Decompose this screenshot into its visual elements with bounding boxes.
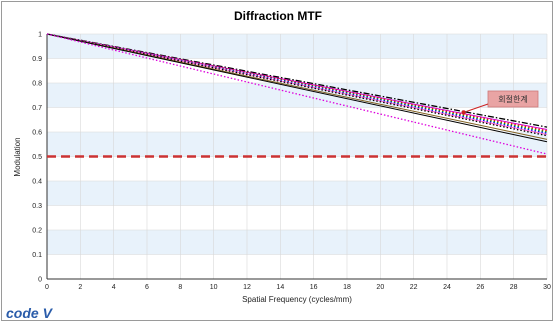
y-tick-label: 0.8 [32, 81, 42, 88]
x-tick-label: 14 [276, 284, 284, 291]
y-tick-label: 0 [38, 277, 42, 284]
background-band [47, 132, 547, 157]
y-tick-label: 0.4 [32, 179, 42, 186]
x-tick-label: 2 [78, 284, 82, 291]
x-tick-labels: 0 2 4 6 8 10 12 14 16 18 20 22 24 26 28 30 [45, 284, 551, 291]
annotation-arrow-line [466, 103, 489, 112]
background-bands [47, 34, 547, 255]
y-tick-label: 1 [38, 32, 42, 39]
logo-text: code V [6, 305, 54, 321]
y-tick-label: 0.1 [32, 252, 42, 259]
annotation-arrow-head [461, 110, 466, 115]
x-tick-label: 10 [210, 284, 218, 291]
x-tick-label: 24 [443, 284, 451, 291]
annotation-box [487, 90, 539, 108]
y-axis-label: Modulation [13, 137, 22, 176]
x-tick-label: 4 [112, 284, 116, 291]
series-line [46, 33, 548, 143]
y-tick-label: 0.2 [32, 228, 42, 235]
background-band [47, 230, 547, 255]
y-tick-label: 0.7 [32, 105, 42, 112]
y-tick-label: 0.5 [32, 154, 42, 161]
x-tick-label: 28 [510, 284, 518, 291]
y-tick-label: 0.9 [32, 56, 42, 63]
x-axis-label: Spatial Frequency (cycles/mm) [242, 295, 352, 304]
x-tick-label: 8 [178, 284, 182, 291]
background-band [47, 34, 547, 59]
x-tick-label: 26 [476, 284, 484, 291]
x-tick-label: 18 [343, 284, 351, 291]
x-tick-label: 16 [310, 284, 318, 291]
codev-logo: code V [6, 305, 54, 321]
y-tick-labels: 0 0.1 0.2 0.3 0.4 0.5 0.6 0.7 0.8 0.9 1 [32, 32, 42, 284]
x-tick-label: 6 [145, 284, 149, 291]
y-tick-label: 0.6 [32, 130, 42, 137]
x-tick-label: 30 [543, 284, 551, 291]
x-tick-label: 20 [376, 284, 384, 291]
background-band [47, 181, 547, 206]
x-tick-label: 0 [45, 284, 49, 291]
x-tick-label: 22 [410, 284, 418, 291]
annotation-text: 회절한계 [498, 94, 527, 104]
series-line [46, 33, 548, 137]
y-tick-label: 0.3 [32, 203, 42, 210]
annotation-group: 회절한계 [461, 90, 539, 115]
x-tick-label: 12 [243, 284, 251, 291]
chart-title: Diffraction MTF [234, 9, 322, 23]
